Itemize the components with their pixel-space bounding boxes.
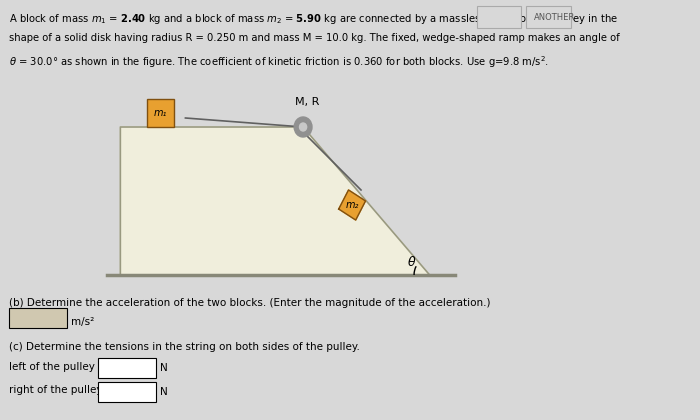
FancyBboxPatch shape	[147, 99, 174, 127]
FancyBboxPatch shape	[98, 358, 156, 378]
Text: m/s²: m/s²	[71, 317, 94, 327]
Circle shape	[294, 117, 312, 137]
Text: shape of a solid disk having radius R = 0.250 m and mass M = 10.0 kg. The fixed,: shape of a solid disk having radius R = …	[9, 33, 620, 43]
Text: M, R: M, R	[295, 97, 320, 107]
Text: ANOTHER: ANOTHER	[533, 13, 575, 21]
Text: m₁: m₁	[154, 108, 167, 118]
Text: N: N	[160, 387, 168, 397]
Text: right of the pulley: right of the pulley	[9, 385, 102, 395]
Text: $\theta$ = 30.0° as shown in the figure. The coefficient of kinetic friction is : $\theta$ = 30.0° as shown in the figure.…	[9, 54, 549, 70]
Polygon shape	[339, 190, 365, 220]
Text: θ: θ	[408, 257, 416, 270]
FancyBboxPatch shape	[526, 6, 570, 28]
Text: N: N	[160, 363, 168, 373]
Text: left of the pulley: left of the pulley	[9, 362, 94, 372]
FancyBboxPatch shape	[98, 382, 156, 402]
Text: (b) Determine the acceleration of the two blocks. (Enter the magnitude of the ac: (b) Determine the acceleration of the tw…	[9, 298, 491, 308]
Text: (c) Determine the tensions in the string on both sides of the pulley.: (c) Determine the tensions in the string…	[9, 342, 360, 352]
Circle shape	[300, 123, 307, 131]
FancyBboxPatch shape	[477, 6, 522, 28]
Text: m₂: m₂	[345, 200, 359, 210]
Text: A block of mass $m_1$ = $\mathbf{2.40}$ kg and a block of mass $m_2$ = $\mathbf{: A block of mass $m_1$ = $\mathbf{2.40}$ …	[9, 12, 618, 26]
FancyBboxPatch shape	[9, 308, 67, 328]
Polygon shape	[120, 127, 430, 275]
